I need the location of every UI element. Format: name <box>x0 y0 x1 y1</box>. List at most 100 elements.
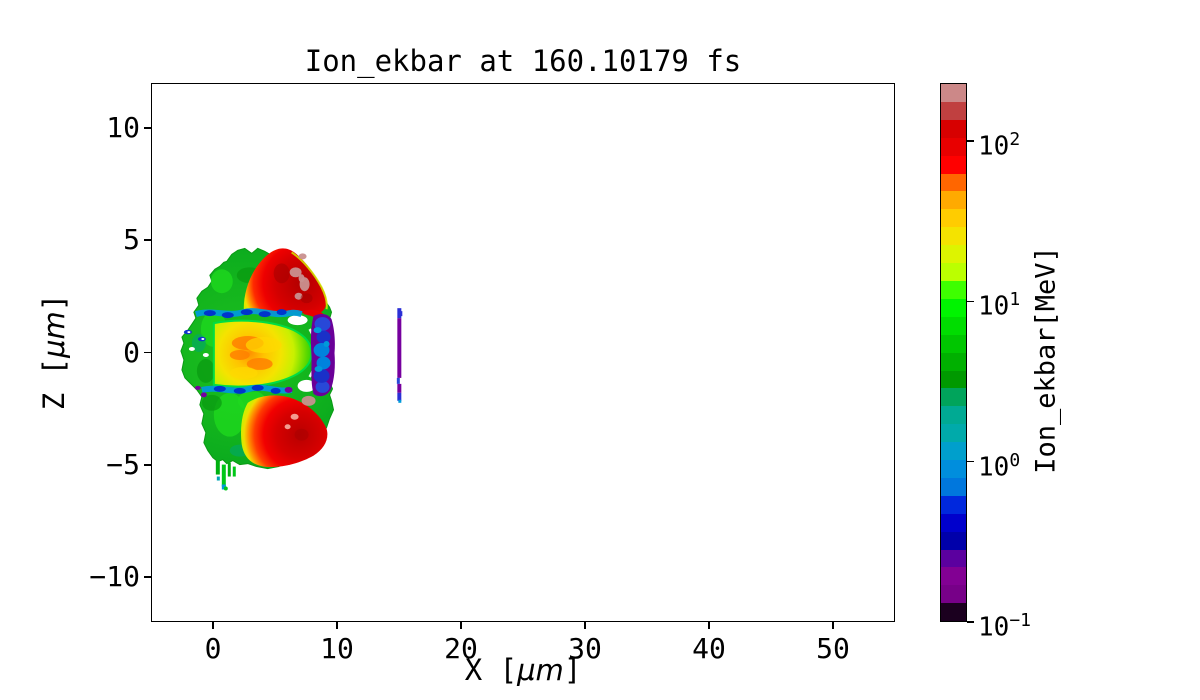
x-tick-label: 40 <box>692 632 726 665</box>
filament-bottom-cyan-tip <box>398 399 402 403</box>
eye-white-dots <box>201 338 205 341</box>
colorbar-segment <box>941 442 966 461</box>
bottom-streak-purple-dots <box>284 386 293 393</box>
bottom-streak-blue-dashes <box>270 387 281 394</box>
y-axis-unit: μm <box>37 311 71 358</box>
filament-top-blue <box>397 308 402 319</box>
white-notches <box>297 379 316 392</box>
upper-darkred-speckles <box>273 263 290 284</box>
y-tick-label: −10 <box>89 560 140 594</box>
colorbar-tick-mark <box>967 300 974 303</box>
bottom-green-spikes <box>227 462 231 477</box>
y-tick-label: 10 <box>106 110 140 144</box>
lower-darkred-speckle <box>294 428 309 441</box>
plot-area <box>151 83 895 622</box>
lower-rose-spot <box>301 395 316 406</box>
dome-orange-streaks <box>246 357 273 370</box>
x-tick-mark <box>336 622 338 629</box>
bottom-streak-blue-dashes <box>233 387 246 394</box>
x-axis-unit: μm <box>517 653 564 687</box>
lower-red-lobe <box>241 395 328 468</box>
colorbar-segment <box>941 173 966 192</box>
y-tick-mark <box>144 464 151 466</box>
colorbar-segment <box>941 227 966 246</box>
x-tick-mark <box>708 622 710 629</box>
colorbar-segment <box>941 406 966 425</box>
green-dark-patches <box>196 358 215 383</box>
top-streak-blue-dashes <box>203 310 216 317</box>
spike-teal-speck <box>216 476 220 481</box>
colorbar-segment <box>941 513 966 532</box>
top-streak-blue-dashes <box>276 309 287 316</box>
colorbar-segment <box>941 119 966 138</box>
colorbar-segment <box>941 388 966 407</box>
filament-bottom-blue <box>397 392 402 401</box>
y-tick-label: 0 <box>123 335 140 369</box>
spike-cyan-tip <box>221 484 226 490</box>
colorbar-segment <box>941 460 966 478</box>
filament-top-blue <box>400 311 403 317</box>
y-axis-label: Z [μm] <box>37 293 71 411</box>
bottom-green-spikes-bright <box>221 464 226 487</box>
x-tick-label: 50 <box>816 632 850 665</box>
bottom-green-spikes-bright <box>232 466 236 477</box>
colorbar-segment <box>941 101 966 120</box>
x-tick-label: 10 <box>320 632 354 665</box>
dome-yellow-streaks <box>229 366 258 379</box>
x-tick-mark <box>460 622 462 629</box>
plot-title: Ion_ekbar at 160.10179 fs <box>304 44 742 78</box>
blue-column-navy-blobs <box>313 368 330 383</box>
colorbar-segment <box>941 209 966 228</box>
colorbar <box>940 83 967 622</box>
colorbar-tick-mark <box>967 460 974 463</box>
colorbar-segment <box>941 603 966 622</box>
upper-rose-spots <box>298 253 307 260</box>
colorbar-segment <box>941 495 966 514</box>
y-tick-label: −5 <box>106 447 140 481</box>
colorbar-segment <box>941 316 966 335</box>
colorbar-label: Ion_ekbar[MeV] <box>1030 246 1062 474</box>
bottom-streak-blue-dashes <box>213 385 226 392</box>
colorbar-segment <box>941 585 966 604</box>
blue-column-navy-blobs <box>316 330 331 344</box>
top-streak-blue-dashes <box>258 311 271 318</box>
colorbar-segment <box>941 155 966 174</box>
colorbar-segment <box>941 477 966 496</box>
white-notches <box>188 347 195 352</box>
upper-rose-spots <box>298 274 305 283</box>
colorbar-segment <box>941 191 966 210</box>
x-tick-mark <box>584 622 586 629</box>
blue-column-light-bits <box>323 341 330 348</box>
lower-flecks <box>290 413 299 420</box>
eye-white-dots <box>187 331 191 334</box>
blue-column-blobs <box>315 380 330 393</box>
x-tick-mark <box>212 622 214 629</box>
y-tick-mark <box>144 351 151 354</box>
lower-flecks <box>284 424 291 430</box>
x-tick-label: 0 <box>204 632 222 665</box>
colorbar-segment <box>941 370 966 389</box>
colorbar-segment <box>941 352 966 371</box>
x-tick-label: 30 <box>568 632 602 665</box>
green-dark-patches <box>201 394 222 411</box>
x-axis-label: X [μm] <box>464 653 582 687</box>
dome-orange-streaks <box>229 350 250 360</box>
green-light-patches <box>210 269 233 294</box>
colorbar-tick-label: 100 <box>978 449 1021 483</box>
filament-purple-body <box>397 318 402 378</box>
blue-column-light-bits <box>314 365 323 372</box>
dome-yellow-streaks <box>245 337 282 353</box>
white-notches <box>287 315 308 326</box>
colorbar-segment <box>941 280 966 299</box>
y-tick-label: 5 <box>123 223 140 257</box>
colorbar-segment <box>941 334 966 353</box>
y-tick-mark <box>144 127 151 129</box>
colorbar-tick-label: 10−1 <box>978 610 1031 643</box>
spike-stray-speck <box>223 486 228 491</box>
colorbar-segment <box>941 549 966 568</box>
heatmap-canvas <box>180 247 403 491</box>
y-tick-mark <box>144 239 151 241</box>
upper-lobe-rim <box>291 251 328 310</box>
colorbar-segment <box>941 298 966 317</box>
colorbar-segment <box>941 245 966 264</box>
